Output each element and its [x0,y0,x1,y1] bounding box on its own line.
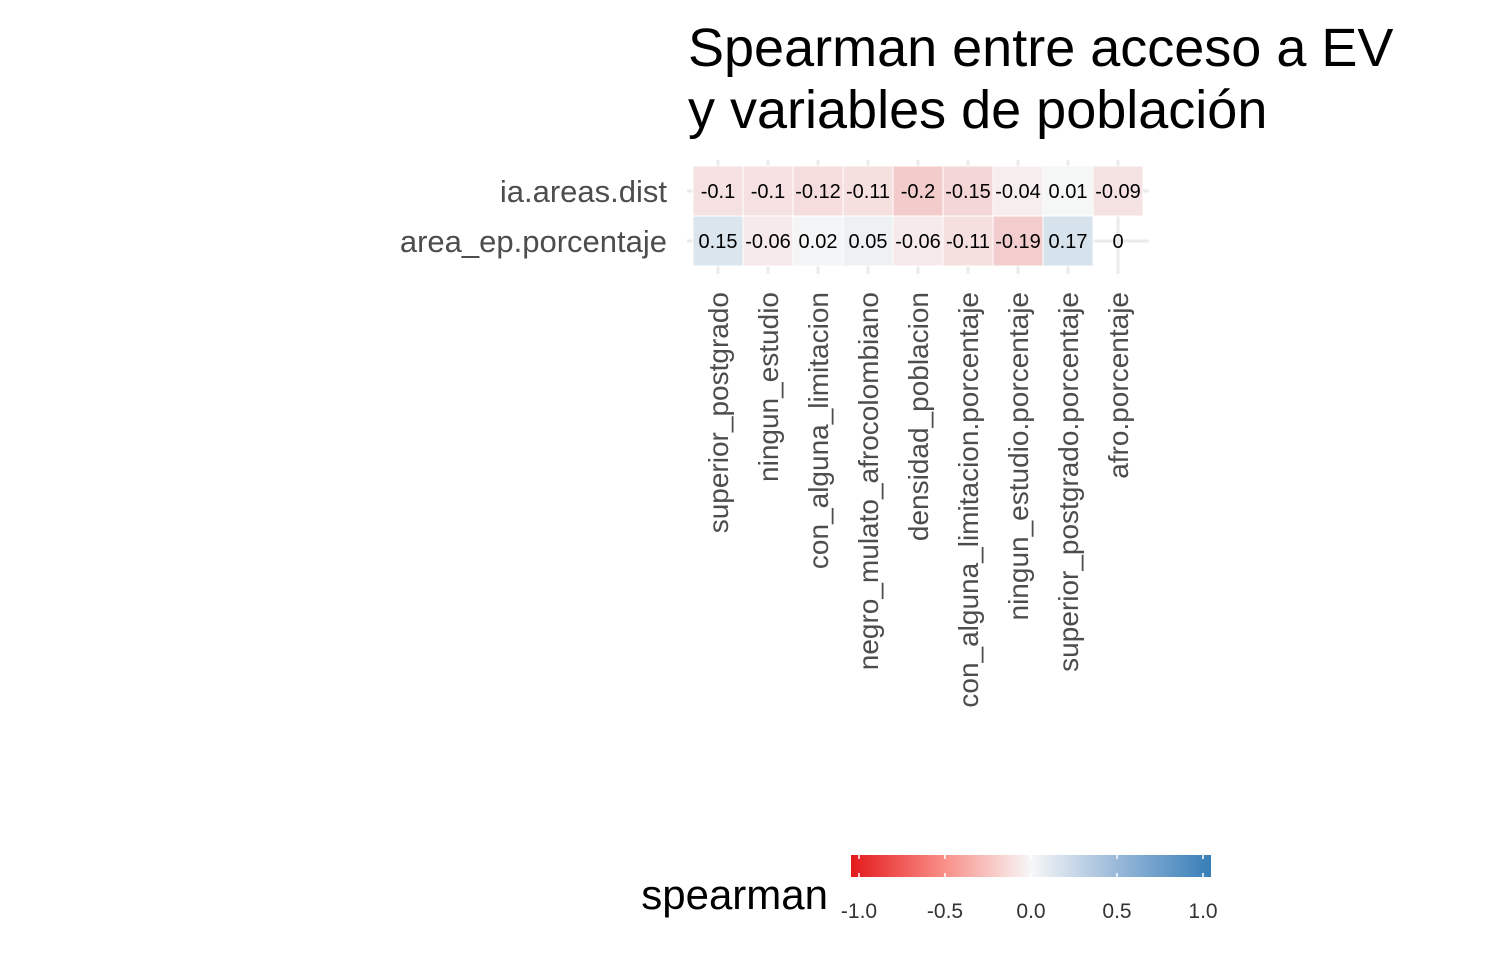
heatmap-cells [692,165,1144,267]
legend-title: spearman [641,871,828,918]
heatmap-cell [692,215,744,267]
heatmap-cell [1042,215,1094,267]
color-legend: spearman -1.0 -0.5 0.0 0.5 1.0 [641,855,1218,923]
heatmap-cell [742,165,794,217]
cell-value-label: -0.15 [945,181,991,203]
x-tick-label: afro.porcentaje [1103,292,1134,479]
x-axis-tick-labels: superior_postgrado ningun_estudio con_algu… [703,292,1134,708]
cell-value-label: -0.19 [995,231,1041,253]
y-axis-tick-labels: ia.areas.dist area_ep.porcentaje [400,174,668,259]
cell-value-label: -0.12 [795,181,841,203]
cell-value-label: -0.1 [751,181,785,203]
legend-tick-label: -0.5 [927,900,963,923]
legend-tick-label: 0.0 [1016,900,1045,923]
legend-tick-label: 1.0 [1188,900,1217,923]
cell-value-label: -0.11 [846,181,890,203]
heatmap-cell [992,215,1044,267]
legend-ticks: -1.0 -0.5 0.0 0.5 1.0 [841,855,1218,923]
y-tick-label: area_ep.porcentaje [400,224,667,259]
heatmap-cell [942,165,994,217]
heatmap-cell [892,165,944,217]
cell-value-label: 0.02 [799,231,838,253]
heatmap-cell [792,215,844,267]
chart-title-line-2: y variables de población [688,80,1267,140]
y-tick-label: ia.areas.dist [500,174,668,209]
heatmap-cell [992,165,1044,217]
heatmap-cell [742,215,794,267]
legend-tick-label: -1.0 [841,900,877,923]
legend-tick-label: 0.5 [1102,900,1131,923]
cell-value-label: -0.04 [995,181,1041,203]
heatmap-cell [842,165,894,217]
x-tick-label: superior_postgrado [703,292,734,533]
heatmap-cell [892,215,944,267]
cell-value-label: -0.06 [895,231,941,253]
x-tick-label: negro_mulato_afrocolombiano [853,292,884,670]
cell-value-label: -0.11 [946,231,990,253]
chart-title-line-1: Spearman entre acceso a EV [688,18,1393,78]
cell-value-label: 0.15 [699,231,738,253]
x-tick-label: superior_postgrado.porcentaje [1053,292,1084,672]
x-tick-label: con_alguna_limitacion.porcentaje [953,292,984,708]
x-tick-label: ningun_estudio [753,292,784,482]
heatmap-cell [842,215,894,267]
x-tick-label: densidad_poblacion [903,292,934,541]
cell-value-label: -0.1 [701,181,735,203]
legend-colorbar [851,855,1211,877]
heatmap-cell [942,215,994,267]
cell-value-label: 0.05 [849,231,888,253]
cell-value-label: -0.2 [901,181,935,203]
heatmap-cell [1092,165,1144,217]
cell-value-label: 0.01 [1049,181,1088,203]
cell-value-label: 0 [1112,231,1123,253]
cell-value-label: -0.09 [1095,181,1141,203]
x-tick-label: ningun_estudio.porcentaje [1003,292,1034,620]
cell-value-label: 0.17 [1049,231,1088,253]
x-tick-label: con_alguna_limitacion [803,292,834,569]
heatmap-cell-labels: -0.1 -0.1 -0.12 -0.11 -0.2 -0.15 -0.04 0.01 -0.0… [699,181,1141,253]
heatmap-cell [692,165,744,217]
cell-value-label: -0.06 [745,231,791,253]
